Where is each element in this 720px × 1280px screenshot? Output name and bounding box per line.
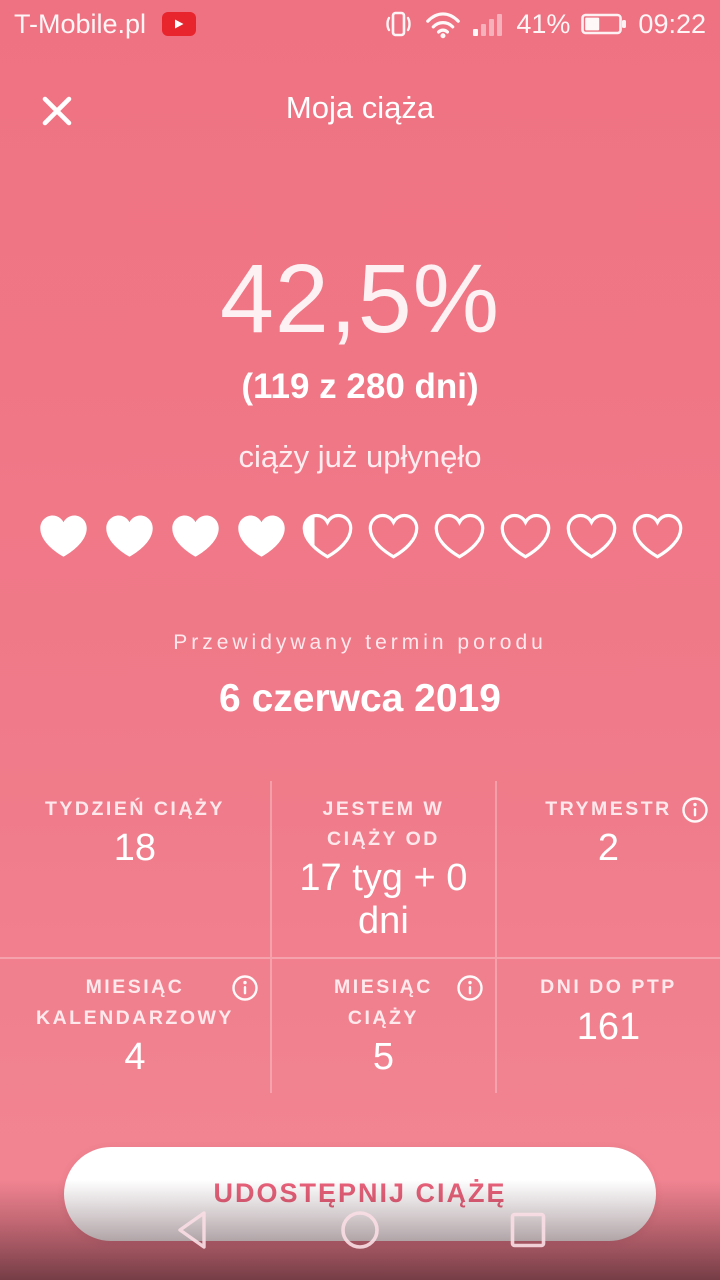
- stat-label: MIESIĄC CIĄŻY: [334, 976, 433, 1029]
- close-button[interactable]: [38, 92, 76, 130]
- due-date-value: 6 czerwca 2019: [219, 677, 501, 720]
- heart-icon: [368, 513, 418, 559]
- stat-pregnancy-month: MIESIĄC CIĄŻY 5: [269, 957, 495, 1093]
- heart-icon: [302, 513, 352, 559]
- home-button[interactable]: [336, 1206, 384, 1254]
- status-bar: T-Mobile.pl 41%: [0, 0, 720, 48]
- heart-icon: [434, 513, 484, 559]
- due-date-label: Przewidywany termin porodu: [173, 631, 547, 654]
- heart-icon: [500, 513, 550, 559]
- stat-value: 17 tyg + 0 dni: [299, 857, 468, 943]
- stat-value: 161: [576, 1005, 641, 1048]
- stat-label: JESTEM W CIĄŻY OD: [322, 798, 445, 851]
- stat-value: 5: [372, 1035, 394, 1078]
- youtube-icon: [162, 12, 197, 36]
- clock-label: 09:22: [638, 8, 706, 39]
- stat-label: DNI DO PTP: [540, 976, 677, 999]
- heart-icon: [105, 515, 153, 557]
- battery-percent-label: 41%: [516, 8, 571, 39]
- stat-value: 4: [124, 1035, 146, 1078]
- close-icon: [42, 96, 72, 126]
- battery-icon: [581, 13, 627, 35]
- stat-value: 18: [113, 827, 157, 870]
- heart-icon: [171, 515, 219, 557]
- back-button[interactable]: [168, 1206, 216, 1254]
- recents-button[interactable]: [504, 1206, 552, 1254]
- stats-grid: TYDZIEŃ CIĄŻY 18 JESTEM W CIĄŻY OD 17 ty…: [0, 781, 720, 1093]
- progress-percent: 42,5%: [219, 244, 501, 353]
- progress-days: (119 z 280 dni): [241, 367, 479, 406]
- status-bar-right: 41% 09:22: [383, 8, 706, 40]
- stat-label: TYDZIEŃ CIĄŻY: [45, 798, 225, 820]
- back-icon: [178, 1211, 206, 1249]
- heart-icon: [39, 515, 87, 557]
- stat-trimester: TRYMESTR 2: [494, 781, 720, 958]
- stat-value: 2: [597, 827, 620, 870]
- android-nav-bar: [0, 1180, 720, 1280]
- info-icon[interactable]: [456, 974, 484, 1002]
- stat-label: TRYMESTR: [545, 798, 672, 820]
- app-header: Moja ciąża: [0, 80, 720, 146]
- stat-pregnant-since: JESTEM W CIĄŻY OD 17 tyg + 0 dni: [269, 781, 495, 958]
- info-icon[interactable]: [681, 796, 709, 824]
- info-icon[interactable]: [231, 974, 259, 1002]
- status-bar-left: T-Mobile.pl: [14, 8, 197, 40]
- stat-pregnancy-week: TYDZIEŃ CIĄŻY 18: [0, 781, 270, 957]
- wifi-icon: [426, 12, 461, 39]
- signal-icon: [473, 14, 503, 36]
- progress-caption: ciąży już upłynęło: [238, 439, 482, 474]
- recents-icon: [510, 1212, 546, 1248]
- vibrate-icon: [386, 11, 412, 37]
- page-title: Moja ciąża: [285, 90, 435, 125]
- heart-icon: [632, 513, 682, 559]
- heart-icon: [237, 515, 285, 557]
- hearts-row: [0, 511, 720, 561]
- carrier-label: T-Mobile.pl: [14, 8, 147, 39]
- stat-label: MIESIĄC KALENDARZOWY: [36, 976, 234, 1029]
- home-icon: [341, 1211, 379, 1249]
- stat-days-to-due: DNI DO PTP 161: [494, 957, 720, 1093]
- heart-icon: [566, 513, 616, 559]
- stat-calendar-month: MIESIĄC KALENDARZOWY 4: [0, 957, 270, 1092]
